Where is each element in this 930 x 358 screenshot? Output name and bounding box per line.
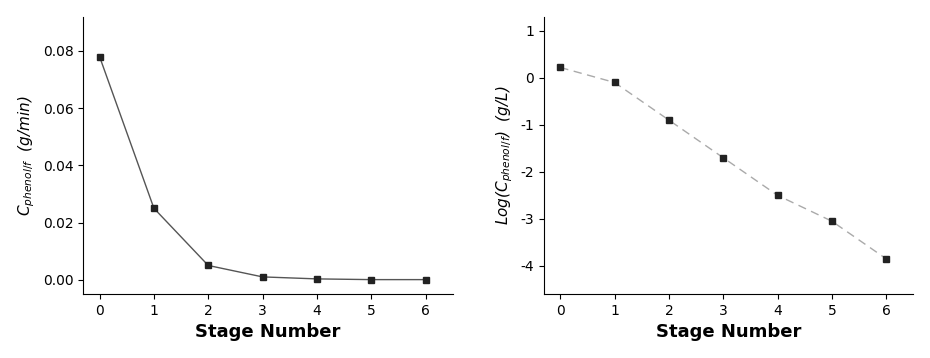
X-axis label: Stage Number: Stage Number bbox=[656, 323, 802, 341]
Y-axis label: $C_{phenol/f}$  (g/min): $C_{phenol/f}$ (g/min) bbox=[17, 95, 37, 216]
Y-axis label: Log($C_{phenol/f}$)  (g/L): Log($C_{phenol/f}$) (g/L) bbox=[495, 86, 515, 225]
X-axis label: Stage Number: Stage Number bbox=[195, 323, 340, 341]
